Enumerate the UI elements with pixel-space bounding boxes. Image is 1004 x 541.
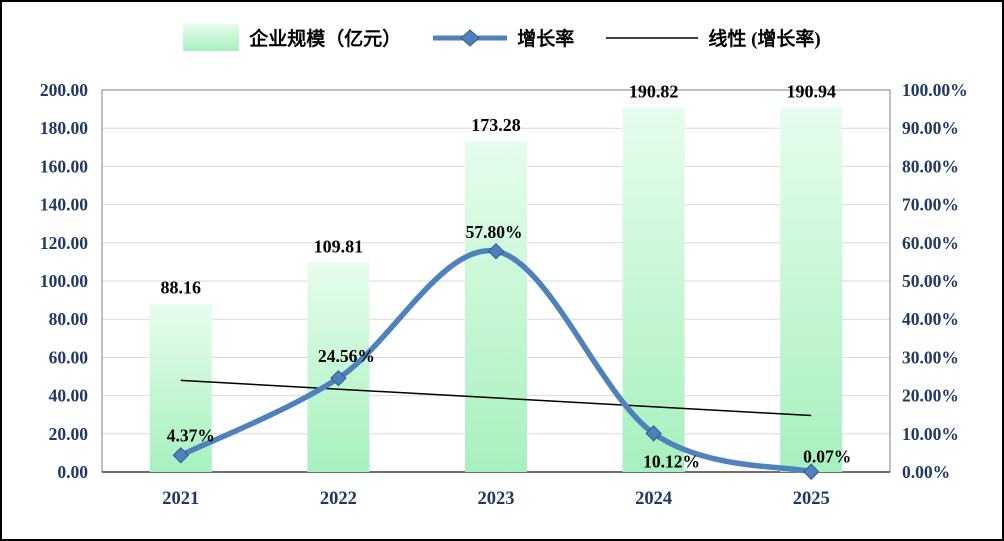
legend-label-trendline: 线性 (增长率) (708, 29, 821, 50)
bar-data-label: 190.82 (629, 82, 679, 102)
right-axis-tick: 60.00% (902, 233, 959, 253)
bar-data-label: 190.94 (786, 81, 836, 101)
right-axis-tick: 40.00% (902, 309, 959, 329)
right-axis-tick: 100.00% (902, 80, 968, 100)
legend-item-bar-series: 企业规模（亿元） (183, 24, 401, 51)
bar-2022 (307, 262, 370, 472)
bar-2024 (622, 107, 685, 472)
marker-2021 (172, 447, 190, 464)
x-axis-label: 2023 (478, 489, 515, 509)
bar-data-label: 88.16 (161, 278, 202, 298)
left-axis-tick: 160.00 (40, 156, 88, 176)
right-axis-tick: 0.00% (902, 462, 950, 482)
left-axis-tick: 140.00 (40, 195, 88, 215)
right-axis-tick: 80.00% (902, 156, 959, 176)
growth-data-label: 24.56% (318, 346, 375, 366)
left-axis-tick: 180.00 (40, 118, 88, 138)
plot-area: 88.16 109.81 173.28 190.82 190.94 4.37% 24.56%… (40, 80, 968, 509)
bar-series-swatch (183, 24, 240, 51)
growth-data-label: 10.12% (643, 451, 700, 471)
right-axis-tick: 10.00% (902, 424, 959, 444)
x-axis-label: 2022 (320, 489, 357, 509)
marker-2025 (802, 463, 820, 480)
right-axis-tick: 30.00% (902, 347, 959, 367)
bar-data-label: 109.81 (314, 236, 364, 256)
bar-data-label: 173.28 (471, 115, 521, 135)
marker-2024 (645, 425, 662, 442)
trendline (180, 379, 812, 417)
growth-data-label: 4.37% (167, 425, 215, 445)
right-axis-tick: 50.00% (902, 271, 959, 291)
left-axis-tick: 120.00 (40, 233, 88, 253)
x-axis-label: 2021 (162, 489, 199, 509)
right-axis-tick: 20.00% (902, 386, 959, 406)
legend-label-bar-series: 企业规模（亿元） (249, 29, 402, 50)
growth-data-label: 57.80% (466, 222, 523, 242)
x-axis-label: 2024 (635, 489, 672, 509)
x-axis-label: 2025 (793, 489, 830, 509)
bar-2025 (780, 107, 843, 473)
left-axis-tick: 60.00 (49, 347, 89, 367)
left-axis-tick: 40.00 (49, 386, 89, 406)
bar-2023 (465, 141, 527, 472)
left-axis-tick: 100.00 (40, 271, 88, 291)
legend-item-line-series: 增长率 (433, 24, 574, 51)
marker-2022 (330, 369, 347, 387)
legend-label-line-series: 增长率 (517, 29, 575, 50)
left-axis-tick: 80.00 (49, 309, 89, 329)
legend: 企业规模（亿元） 增长率 线性 (增长率) (2, 24, 1002, 51)
marker-2023 (487, 242, 505, 260)
legend-item-trendline: 线性 (增长率) (606, 24, 821, 51)
diamond-marker-icon (460, 28, 481, 47)
left-axis-tick: 0.00 (57, 462, 88, 482)
left-axis-tick: 20.00 (49, 424, 89, 444)
trendline-swatch (606, 36, 699, 39)
line-series-swatch (433, 28, 508, 47)
growth-data-label: 0.07% (803, 447, 851, 467)
right-axis-tick: 90.00% (902, 118, 959, 138)
left-axis-tick: 200.00 (40, 80, 88, 100)
right-axis-tick: 70.00% (902, 195, 959, 215)
